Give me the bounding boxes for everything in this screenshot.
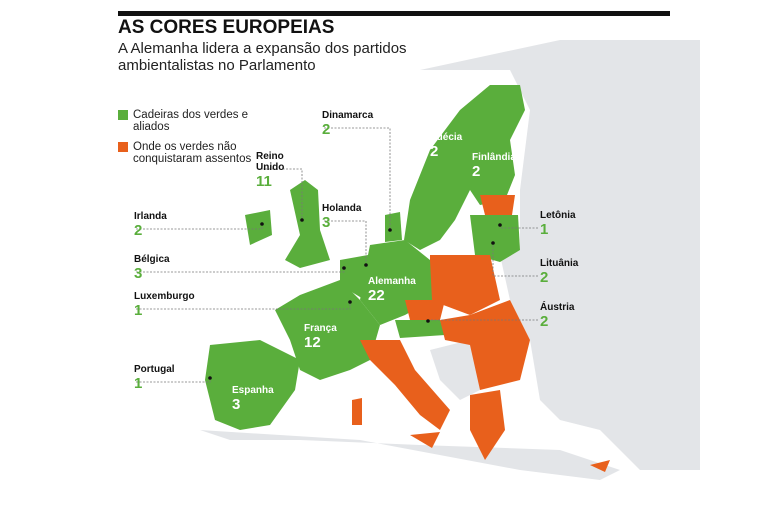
poland: [430, 255, 500, 315]
land-east: [420, 40, 700, 470]
sardinia: [352, 398, 362, 425]
seat-count: 11: [256, 173, 272, 190]
czechia: [405, 300, 445, 320]
country-label: Letônia 1: [540, 210, 600, 238]
legend-swatch: [118, 110, 128, 120]
seat-count: 12: [304, 334, 321, 351]
country-name: Áustria: [540, 302, 575, 313]
seat-count: 3: [134, 265, 143, 282]
legend-label: Cadeiras dos verdes e aliados: [133, 109, 249, 133]
leader-dot: [348, 300, 352, 304]
country-name: Luxemburgo: [134, 291, 195, 302]
italy: [360, 340, 450, 430]
country-label: Holanda 3: [322, 203, 382, 231]
country-label: Espanha 3: [232, 385, 292, 413]
estonia: [480, 195, 515, 215]
iberia: [205, 340, 300, 430]
leader-dot: [498, 223, 502, 227]
land-balkans: [430, 340, 480, 400]
country-label: Irlanda 2: [134, 211, 214, 239]
leader-dot: [208, 376, 212, 380]
leader-line: [136, 224, 263, 230]
country-label: Reino Unido 11: [256, 151, 296, 190]
seat-count: 1: [540, 221, 549, 238]
seat-count: 22: [368, 287, 385, 304]
title: AS CORES EUROPEIAS: [118, 17, 335, 38]
legend-swatch: [118, 142, 128, 152]
leader-dot: [260, 222, 264, 226]
country-label: Dinamarca 2: [322, 110, 402, 138]
leader-line: [136, 378, 211, 383]
sicily: [410, 432, 440, 448]
country-name: Dinamarca: [322, 110, 374, 121]
country-name: Suécia: [430, 132, 463, 143]
seat-count: 3: [232, 396, 241, 413]
country-name: Alemanha: [368, 276, 416, 287]
country-name: Letônia: [540, 210, 576, 221]
country-name: Finlândia: [472, 152, 516, 163]
greece: [470, 390, 505, 460]
top-bar: [118, 11, 670, 16]
country-name: Irlanda: [134, 211, 167, 222]
leader-dot: [426, 319, 430, 323]
cyprus: [590, 460, 610, 472]
seat-count: 1: [134, 375, 143, 392]
country-name: Reino Unido: [256, 151, 285, 173]
leader-dot: [491, 241, 495, 245]
seat-count: 2: [540, 313, 549, 330]
leader-line: [136, 302, 351, 310]
seat-count: 2: [430, 143, 439, 160]
country-label: Áustria 2: [540, 302, 600, 330]
country-name: Bélgica: [134, 254, 170, 265]
seat-count: 2: [322, 121, 331, 138]
leader-line: [258, 168, 303, 220]
ireland: [245, 210, 272, 245]
country-name: Lituânia: [540, 258, 579, 269]
leader-line: [324, 220, 367, 265]
austria: [395, 320, 445, 338]
country-label: Alemanha 22: [368, 276, 428, 304]
leader-dot: [388, 228, 392, 232]
country-label: Lituânia 2: [540, 258, 600, 286]
country-label: Luxemburgo 1: [134, 291, 214, 319]
legend-item: Cadeiras dos verdes e aliados: [118, 109, 258, 133]
baltics: [470, 215, 520, 262]
leader-dot: [364, 263, 368, 267]
country-label: Finlândia 2: [472, 152, 532, 180]
leader-line: [492, 243, 538, 277]
denmark: [385, 212, 402, 242]
seat-count: 1: [134, 302, 143, 319]
country-name: Portugal: [134, 364, 175, 375]
seat-count: 2: [472, 163, 481, 180]
leader-dot: [300, 218, 304, 222]
country-name: Holanda: [322, 203, 362, 214]
legend-label: Onde os verdes não conquistaram assentos: [133, 141, 252, 165]
france: [275, 280, 380, 380]
east-eu: [440, 300, 530, 390]
leader-dot: [342, 266, 346, 270]
seat-count: 2: [134, 222, 143, 239]
legend-item: Onde os verdes não conquistaram assentos: [118, 141, 258, 165]
uk: [285, 180, 330, 268]
country-label: França 12: [304, 323, 354, 351]
country-label: Portugal 1: [134, 364, 214, 392]
country-label: Suécia 2: [430, 132, 480, 160]
subtitle: A Alemanha lidera a expansão dos partido…: [118, 40, 407, 74]
leader-line: [324, 127, 391, 230]
land-africa: [200, 430, 620, 480]
seat-count: 2: [540, 269, 549, 286]
seat-count: 3: [322, 214, 331, 231]
country-name: Espanha: [232, 385, 274, 396]
country-name: França: [304, 323, 337, 334]
scandinavia: [404, 85, 525, 250]
country-label: Bélgica 3: [134, 254, 214, 282]
